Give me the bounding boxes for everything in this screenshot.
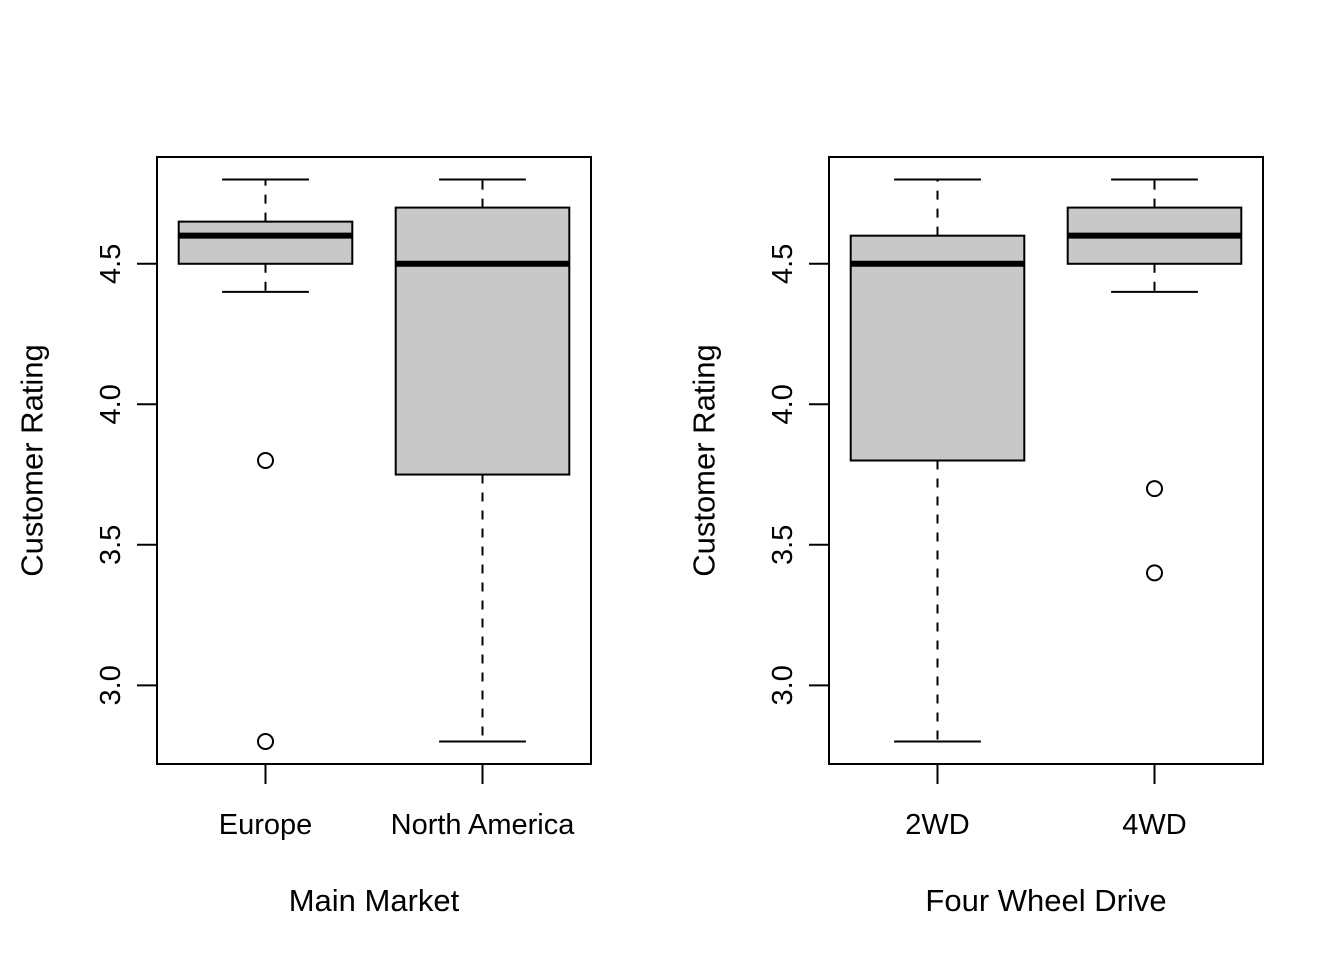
y-tick-label: 4.5: [767, 244, 799, 284]
y-tick-label: 3.5: [767, 525, 799, 565]
outlier-point: [257, 733, 274, 751]
x-tick-label: Europe: [219, 809, 313, 841]
y-tick-label: 3.5: [95, 525, 127, 565]
y-tick-label: 3.0: [767, 665, 799, 705]
x-axis-label: Four Wheel Drive: [925, 883, 1166, 918]
plot-frame: [156, 156, 592, 765]
iqr-box: [849, 234, 1026, 462]
iqr-box: [394, 206, 571, 476]
x-tick-label: 4WD: [1122, 809, 1186, 841]
y-axis-label: Customer Rating: [15, 344, 50, 577]
y-axis-label: Customer Rating: [687, 344, 722, 577]
box-europe: [177, 178, 354, 751]
x-axis-label: Main Market: [289, 883, 460, 918]
plot-frame: [828, 156, 1264, 765]
outlier-point: [1146, 564, 1163, 582]
y-tick-label: 4.5: [95, 244, 127, 284]
y-tick-label: 3.0: [95, 665, 127, 705]
box-2wd: [849, 178, 1026, 743]
outlier-point: [1146, 480, 1163, 498]
outlier-point: [257, 452, 274, 469]
x-tick-label: North America: [391, 809, 576, 841]
box-4wd: [1066, 178, 1243, 582]
chart-panel-1: 3.0 3.5 4.0 4.5 Customer Rating Europe North A…: [15, 156, 592, 918]
box-north-america: [394, 178, 571, 743]
chart-panel-2: 3.0 3.5 4.0 4.5 Customer Rating 2WD 4WD Four Wh…: [687, 156, 1264, 918]
y-tick-label: 4.0: [767, 384, 799, 424]
x-tick-label: 2WD: [905, 809, 969, 841]
iqr-box: [177, 220, 354, 265]
y-tick-label: 4.0: [95, 384, 127, 424]
